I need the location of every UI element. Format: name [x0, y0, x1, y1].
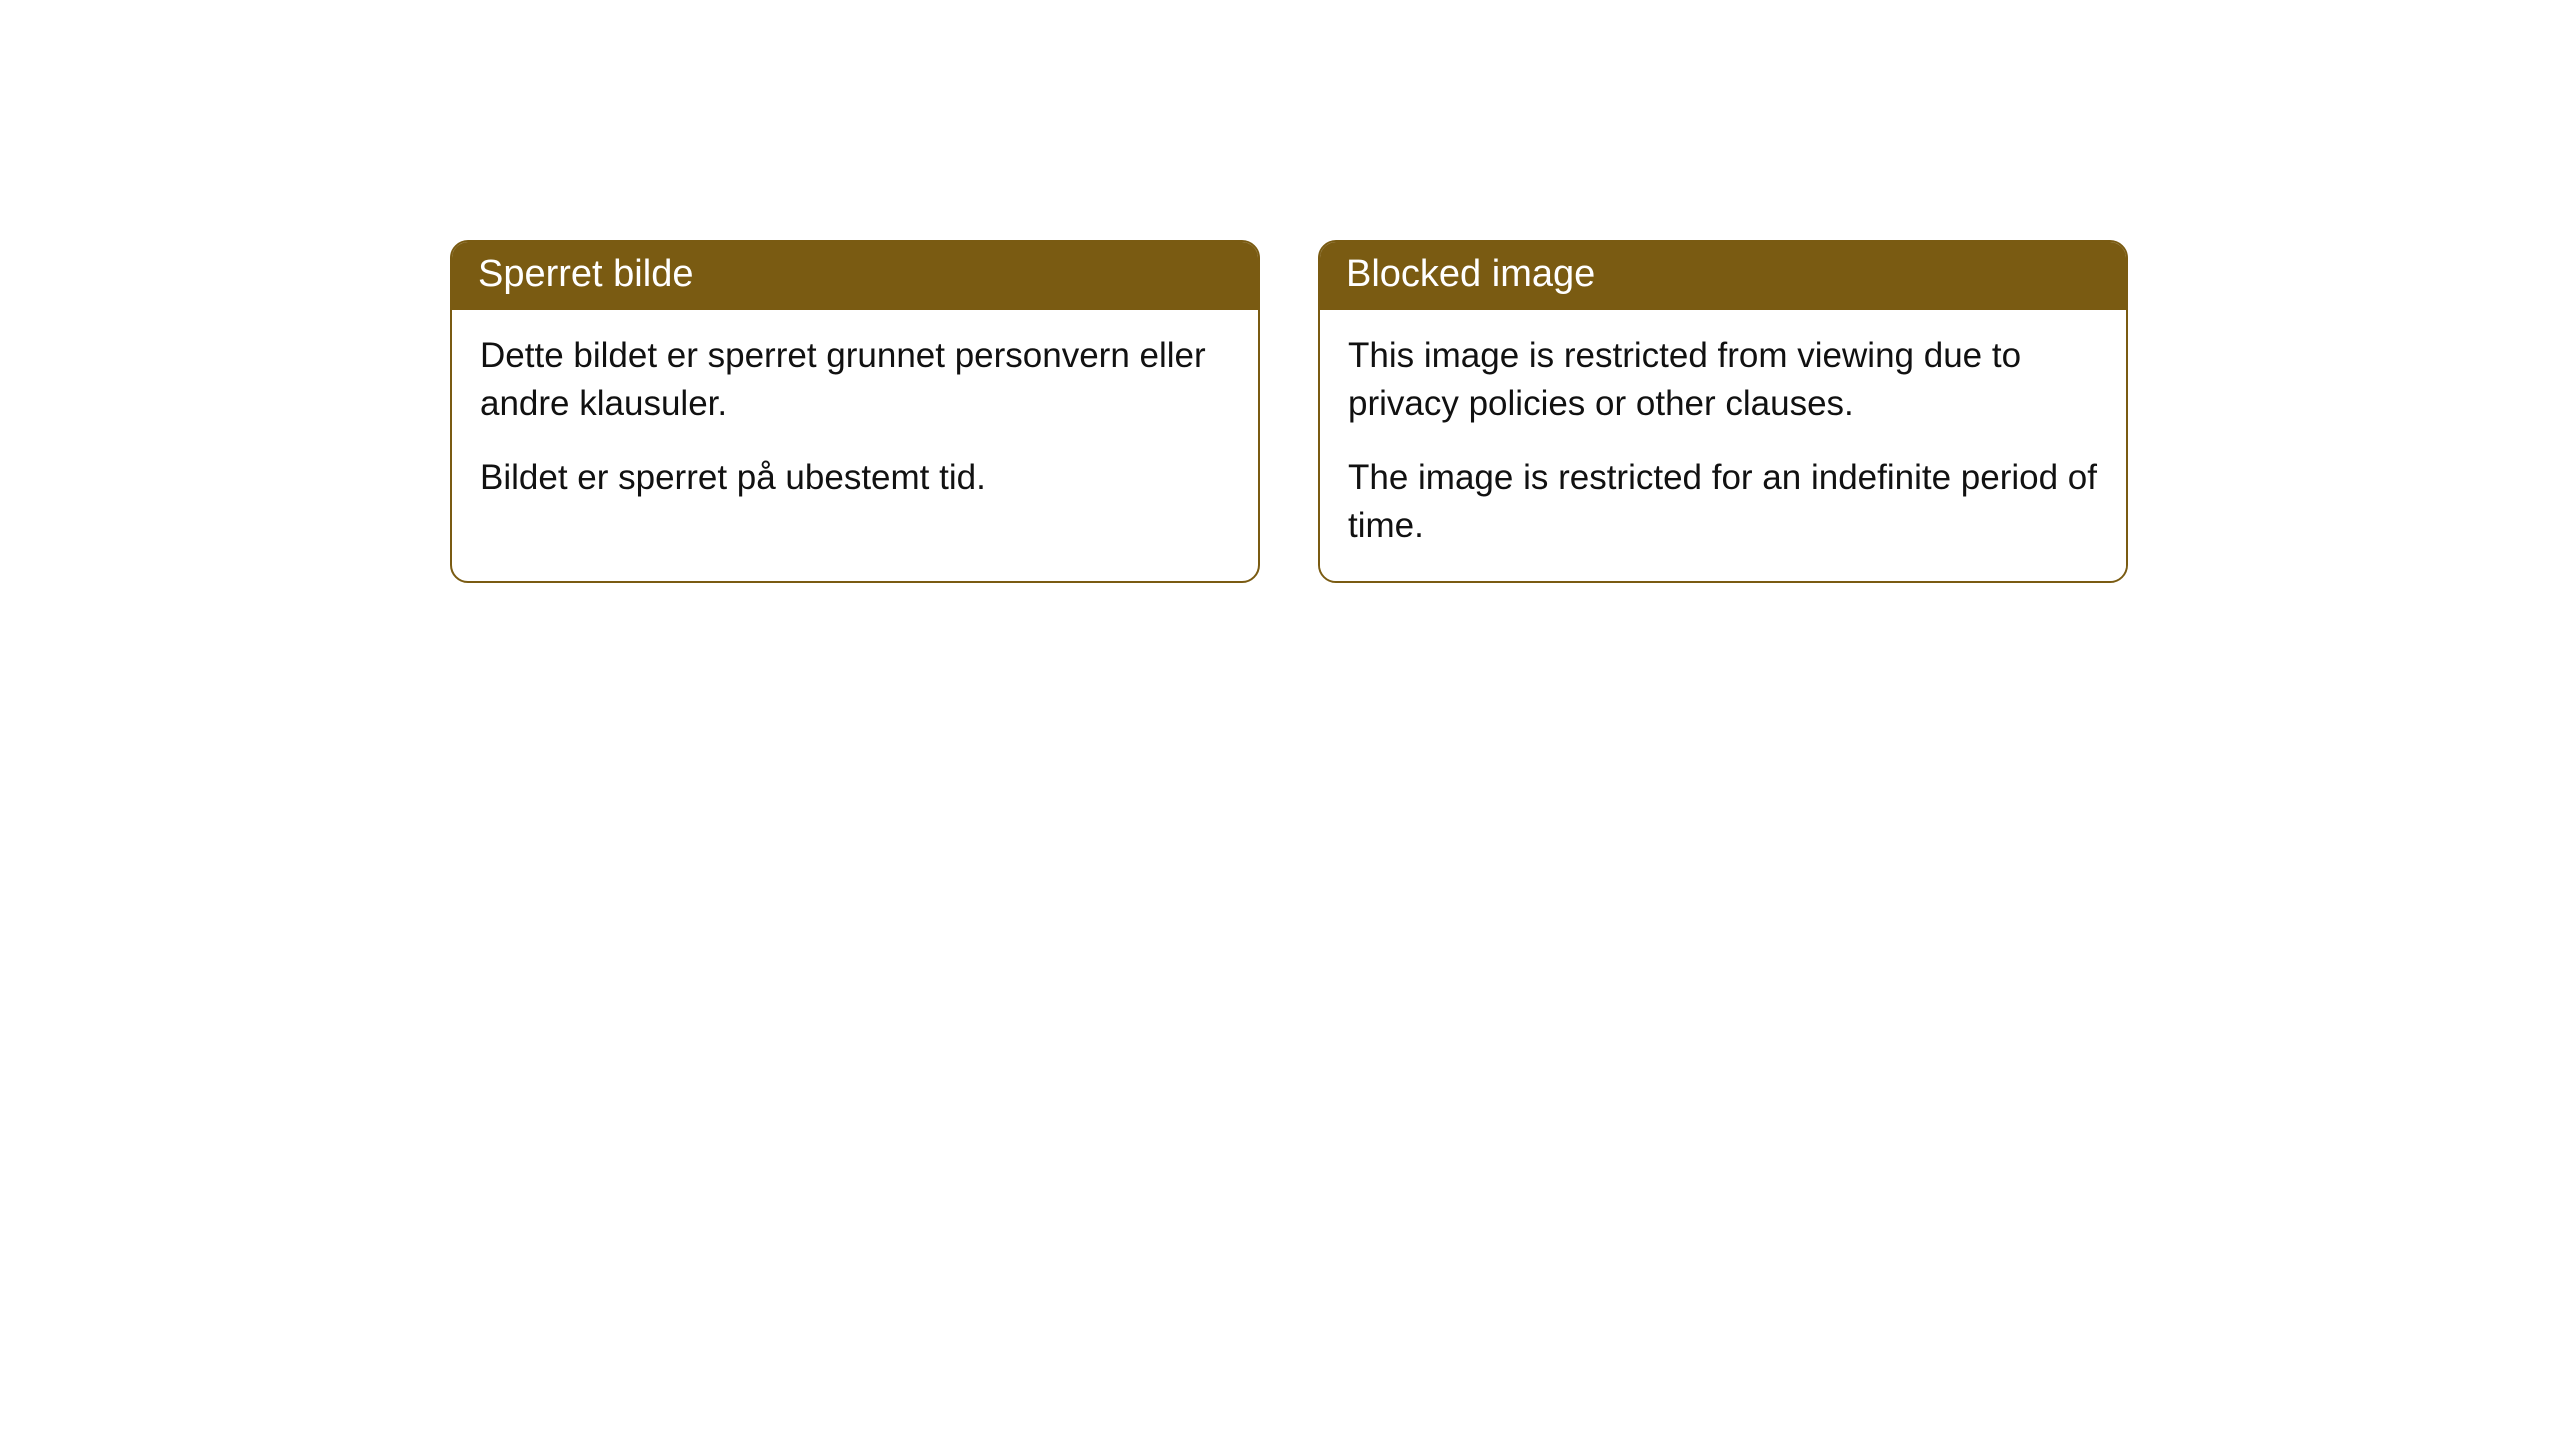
- card-header: Blocked image: [1320, 242, 2126, 310]
- card-header: Sperret bilde: [452, 242, 1258, 310]
- card-title: Sperret bilde: [478, 253, 693, 295]
- card-title: Blocked image: [1346, 253, 1595, 295]
- card-paragraph: Bildet er sperret på ubestemt tid.: [480, 454, 1230, 502]
- notice-card-norwegian: Sperret bilde Dette bildet er sperret gr…: [450, 240, 1260, 583]
- notice-card-english: Blocked image This image is restricted f…: [1318, 240, 2128, 583]
- card-body: This image is restricted from viewing du…: [1320, 310, 2126, 581]
- card-paragraph: Dette bildet er sperret grunnet personve…: [480, 332, 1230, 429]
- card-paragraph: The image is restricted for an indefinit…: [1348, 454, 2098, 551]
- notice-cards-container: Sperret bilde Dette bildet er sperret gr…: [450, 240, 2128, 583]
- card-paragraph: This image is restricted from viewing du…: [1348, 332, 2098, 429]
- card-body: Dette bildet er sperret grunnet personve…: [452, 310, 1258, 533]
